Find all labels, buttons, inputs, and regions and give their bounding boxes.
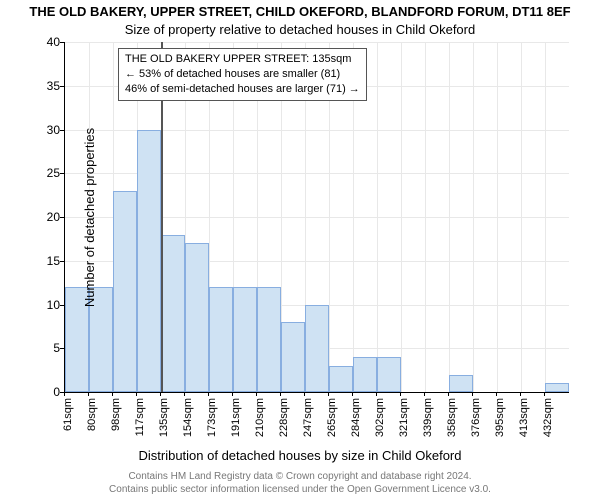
x-tick-mark <box>256 392 257 396</box>
gridline-h <box>65 42 569 43</box>
x-tick-label: 247sqm <box>302 398 314 458</box>
x-tick-mark <box>184 392 185 396</box>
gridline-v <box>473 42 474 392</box>
x-tick-label: 173sqm <box>206 398 218 458</box>
x-tick-label: 210sqm <box>254 398 266 458</box>
x-tick-label: 358sqm <box>446 398 458 458</box>
x-tick-mark <box>304 392 305 396</box>
x-tick-mark <box>544 392 545 396</box>
x-tick-mark <box>352 392 353 396</box>
chart-footer: Contains HM Land Registry data © Crown c… <box>0 471 600 496</box>
y-tick-mark <box>60 217 64 218</box>
histogram-bar <box>209 287 233 392</box>
histogram-bar <box>449 375 473 393</box>
x-tick-label: 339sqm <box>422 398 434 458</box>
x-tick-label: 191sqm <box>230 398 242 458</box>
histogram-bar <box>137 130 161 393</box>
x-tick-mark <box>472 392 473 396</box>
gridline-v <box>545 42 546 392</box>
x-tick-mark <box>160 392 161 396</box>
footer-line-2: Contains public sector information licen… <box>0 484 600 497</box>
gridline-v <box>377 42 378 392</box>
x-tick-label: 154sqm <box>182 398 194 458</box>
annotation-line2: ← 53% of detached houses are smaller (81… <box>125 67 360 82</box>
annotation-line3: 46% of semi-detached houses are larger (… <box>125 82 360 97</box>
x-tick-label: 395sqm <box>494 398 506 458</box>
x-tick-label: 284sqm <box>350 398 362 458</box>
x-tick-mark <box>112 392 113 396</box>
x-tick-label: 302sqm <box>374 398 386 458</box>
x-tick-mark <box>520 392 521 396</box>
y-tick-label: 30 <box>38 123 60 137</box>
histogram-bar <box>233 287 257 392</box>
y-tick-label: 20 <box>38 210 60 224</box>
chart-title-subtitle: Size of property relative to detached ho… <box>0 22 600 37</box>
histogram-bar <box>161 235 185 393</box>
x-tick-label: 80sqm <box>86 398 98 458</box>
y-tick-label: 25 <box>38 166 60 180</box>
histogram-bar <box>329 366 353 392</box>
histogram-bar <box>545 383 569 392</box>
histogram-bar <box>353 357 377 392</box>
x-tick-mark <box>448 392 449 396</box>
x-tick-mark <box>88 392 89 396</box>
x-tick-label: 376sqm <box>470 398 482 458</box>
x-tick-mark <box>64 392 65 396</box>
gridline-v <box>497 42 498 392</box>
gridline-v <box>425 42 426 392</box>
gridline-v <box>401 42 402 392</box>
footer-line-1: Contains HM Land Registry data © Crown c… <box>0 471 600 484</box>
y-tick-mark <box>60 348 64 349</box>
x-tick-mark <box>232 392 233 396</box>
x-tick-mark <box>376 392 377 396</box>
histogram-bar <box>185 243 209 392</box>
x-tick-label: 432sqm <box>542 398 554 458</box>
y-axis-label: Number of detached properties <box>82 128 97 307</box>
x-tick-mark <box>400 392 401 396</box>
y-tick-mark <box>60 42 64 43</box>
y-tick-mark <box>60 305 64 306</box>
x-tick-mark <box>424 392 425 396</box>
y-tick-mark <box>60 173 64 174</box>
histogram-bar <box>377 357 401 392</box>
x-tick-mark <box>280 392 281 396</box>
y-tick-mark <box>60 261 64 262</box>
histogram-bar <box>257 287 281 392</box>
annotation-box: THE OLD BAKERY UPPER STREET: 135sqm← 53%… <box>118 48 367 101</box>
x-tick-label: 228sqm <box>278 398 290 458</box>
x-tick-label: 413sqm <box>518 398 530 458</box>
y-tick-label: 0 <box>38 385 60 399</box>
chart-title-address: THE OLD BAKERY, UPPER STREET, CHILD OKEF… <box>0 4 600 19</box>
x-tick-mark <box>496 392 497 396</box>
y-tick-label: 35 <box>38 79 60 93</box>
y-tick-label: 5 <box>38 341 60 355</box>
x-tick-label: 61sqm <box>62 398 74 458</box>
gridline-v <box>449 42 450 392</box>
x-tick-label: 135sqm <box>158 398 170 458</box>
gridline-v <box>521 42 522 392</box>
annotation-line1: THE OLD BAKERY UPPER STREET: 135sqm <box>125 52 360 67</box>
y-tick-label: 10 <box>38 298 60 312</box>
histogram-bar <box>113 191 137 392</box>
x-tick-label: 321sqm <box>398 398 410 458</box>
y-tick-label: 40 <box>38 35 60 49</box>
histogram-bar <box>281 322 305 392</box>
x-tick-label: 265sqm <box>326 398 338 458</box>
histogram-bar <box>305 305 329 393</box>
y-tick-mark <box>60 86 64 87</box>
x-tick-mark <box>136 392 137 396</box>
y-tick-label: 15 <box>38 254 60 268</box>
x-tick-label: 98sqm <box>110 398 122 458</box>
x-tick-mark <box>328 392 329 396</box>
x-tick-label: 117sqm <box>134 398 146 458</box>
y-tick-mark <box>60 130 64 131</box>
x-tick-mark <box>208 392 209 396</box>
